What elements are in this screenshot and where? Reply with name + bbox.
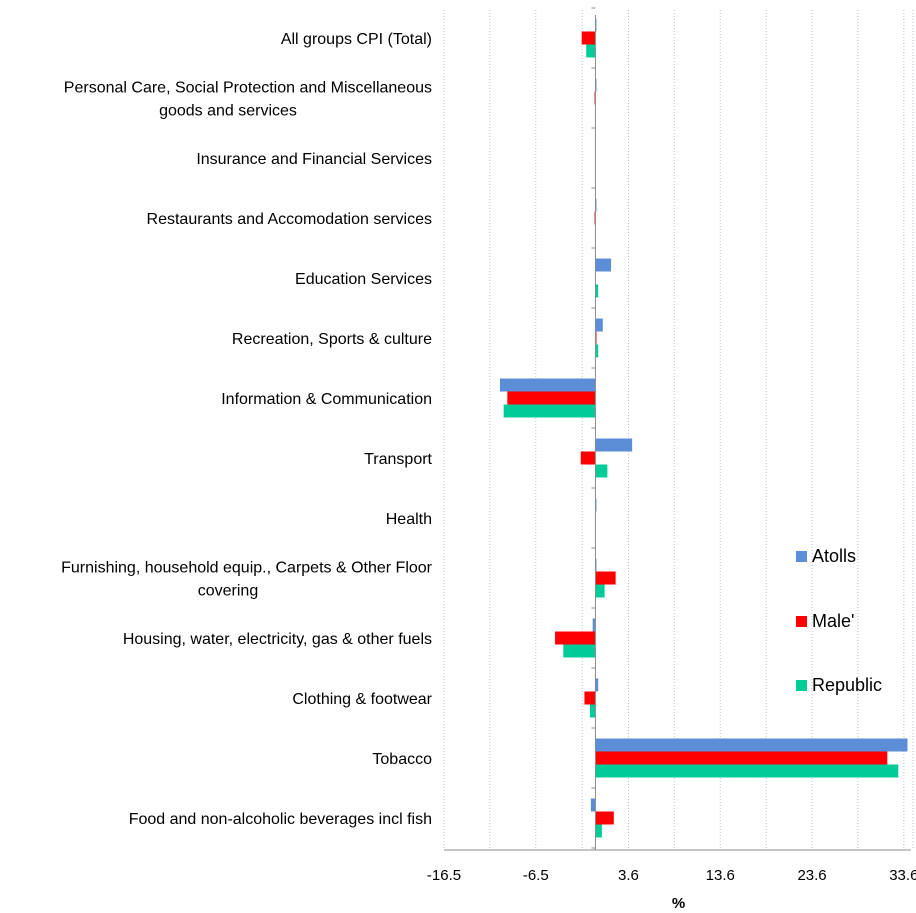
legend-swatch xyxy=(796,551,807,562)
category-label: Transport xyxy=(364,451,432,468)
x-tick-label: 3.6 xyxy=(618,867,639,884)
bar-male xyxy=(507,391,596,405)
category-label: Recreation, Sports & culture xyxy=(232,331,432,348)
legend-label: Republic xyxy=(812,675,882,695)
bar-atolls xyxy=(595,318,603,332)
bar-atolls xyxy=(595,738,908,752)
legend-label: Atolls xyxy=(812,546,856,566)
category-label: Housing, water, electricity, gas & other… xyxy=(123,631,432,648)
category-label: Insurance and Financial Services xyxy=(196,151,432,168)
category-label: Restaurants and Accomodation services xyxy=(147,211,432,228)
category-labels: All groups CPI (Total) Personal Care, Soc… xyxy=(61,31,433,828)
bar-republic xyxy=(595,584,605,598)
category-label: Personal Care, Social Protection and Mis… xyxy=(64,80,432,97)
bar-male xyxy=(584,691,596,705)
legend: Atolls Male' Republic xyxy=(796,546,882,695)
bar-male xyxy=(581,31,596,45)
legend-swatch xyxy=(796,680,807,691)
x-tick-label: -16.5 xyxy=(427,867,461,884)
x-tick-label: 23.6 xyxy=(797,867,826,884)
x-tick-labels: -16.5 -6.5 3.6 13.6 23.6 33.6 xyxy=(427,867,916,884)
category-label: All groups CPI (Total) xyxy=(281,31,432,48)
bar-republic xyxy=(563,644,596,658)
axis xyxy=(444,7,911,851)
category-label: Education Services xyxy=(295,271,432,288)
bar-atolls xyxy=(595,678,599,692)
bar-atolls xyxy=(499,378,596,392)
category-label: Health xyxy=(386,511,432,528)
legend-swatch xyxy=(796,616,807,627)
legend-label: Male' xyxy=(812,611,854,631)
bar-male xyxy=(595,571,616,585)
category-label: covering xyxy=(198,583,258,600)
bar-republic xyxy=(595,344,599,358)
bar-republic xyxy=(595,284,599,298)
bar-republic xyxy=(503,404,596,418)
bar-atolls xyxy=(592,618,596,632)
bar-republic xyxy=(589,704,596,718)
category-label: Clothing & footwear xyxy=(292,691,432,708)
bar-republic xyxy=(586,44,596,58)
bar-atolls xyxy=(595,258,612,272)
bar-male xyxy=(555,631,596,645)
x-tick-label: 13.6 xyxy=(706,867,735,884)
bar-republic xyxy=(595,824,602,838)
bar-male xyxy=(580,451,596,465)
x-tick-label: -6.5 xyxy=(523,867,549,884)
category-label: Tobacco xyxy=(372,751,432,768)
bar-republic xyxy=(595,464,608,478)
bar-male xyxy=(595,811,614,825)
bar-atolls xyxy=(595,438,633,452)
category-label: goods and services xyxy=(159,103,297,120)
gridlines xyxy=(443,10,914,850)
bar-atolls xyxy=(590,798,596,812)
category-label: Food and non-alcoholic beverages incl fi… xyxy=(129,811,432,828)
category-label: Furnishing, household equip., Carpets & … xyxy=(61,560,433,577)
bars xyxy=(499,18,908,838)
bar-republic xyxy=(595,764,899,778)
x-axis-title: % xyxy=(672,895,685,912)
bar-male xyxy=(595,751,888,765)
x-tick-label: 33.6 xyxy=(889,867,916,884)
category-label: Information & Communication xyxy=(221,391,432,408)
